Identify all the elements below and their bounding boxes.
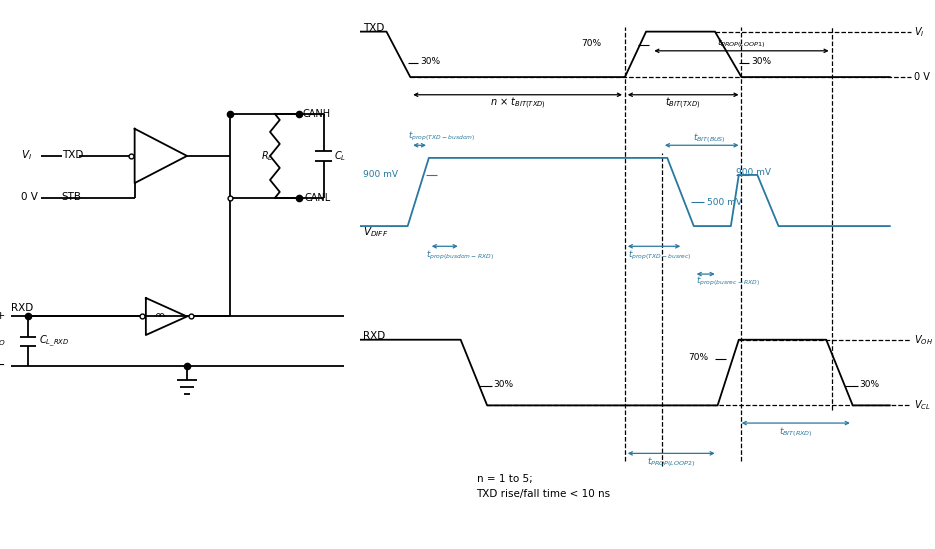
Text: RXD: RXD	[363, 330, 385, 341]
Text: $R_L$: $R_L$	[261, 149, 273, 163]
Text: $t_{BIT(TXD)}$: $t_{BIT(TXD)}$	[666, 96, 701, 111]
Text: $V_{DIFF}$: $V_{DIFF}$	[363, 225, 388, 239]
Text: TXD: TXD	[363, 23, 384, 32]
Text: $t_{prop(TXD-busrec)}$: $t_{prop(TXD-busrec)}$	[627, 249, 691, 262]
Text: 30%: 30%	[859, 380, 879, 389]
Text: TXD: TXD	[62, 150, 83, 160]
Text: $n$ × $t_{BIT(TXD)}$: $n$ × $t_{BIT(TXD)}$	[490, 96, 546, 111]
Text: n = 1 to 5;: n = 1 to 5;	[477, 474, 532, 484]
Text: +: +	[0, 311, 6, 322]
Text: 500 mV: 500 mV	[707, 198, 742, 207]
Text: TXD rise/fall time < 10 ns: TXD rise/fall time < 10 ns	[477, 489, 611, 499]
Text: $V_{CL}$: $V_{CL}$	[913, 399, 930, 412]
Text: CANH: CANH	[303, 109, 331, 119]
Text: −: −	[0, 360, 6, 372]
Text: $t_{PROP(LOOP1)}$: $t_{PROP(LOOP1)}$	[717, 36, 766, 50]
Text: 30%: 30%	[494, 380, 513, 389]
Text: 900 mV: 900 mV	[736, 168, 771, 177]
Text: STB: STB	[62, 192, 81, 202]
Text: $t_{BIT(BUS)}$: $t_{BIT(BUS)}$	[693, 131, 726, 144]
Text: 70%: 70%	[581, 39, 601, 48]
Text: $t_{BIT(RXD)}$: $t_{BIT(RXD)}$	[779, 425, 813, 439]
Text: $C_{L\_RXD}$: $C_{L\_RXD}$	[38, 334, 69, 349]
Text: 30%: 30%	[751, 58, 771, 66]
Text: 70%: 70%	[688, 354, 709, 362]
Text: 0 V: 0 V	[21, 192, 37, 202]
Text: $V_O$: $V_O$	[0, 334, 6, 348]
Text: $C_L$: $C_L$	[334, 149, 346, 163]
Text: 30%: 30%	[420, 58, 440, 66]
Text: 0 V: 0 V	[913, 72, 929, 82]
Text: 900 mV: 900 mV	[363, 170, 397, 180]
Text: $t_{PROP(LOOP2)}$: $t_{PROP(LOOP2)}$	[647, 455, 696, 469]
Text: $V_I$: $V_I$	[913, 25, 924, 38]
Text: $t_{prop(TXD-busdom)}$: $t_{prop(TXD-busdom)}$	[408, 130, 475, 143]
Text: $V_I$: $V_I$	[21, 148, 32, 162]
Text: $V_{OH}$: $V_{OH}$	[913, 333, 932, 346]
Text: CANL: CANL	[305, 193, 331, 203]
Text: $t_{prop(busdom-RXD)}$: $t_{prop(busdom-RXD)}$	[426, 249, 495, 262]
Text: RXD: RXD	[11, 302, 34, 312]
Text: $t_{prop(busrec-RXD)}$: $t_{prop(busrec-RXD)}$	[697, 275, 760, 288]
